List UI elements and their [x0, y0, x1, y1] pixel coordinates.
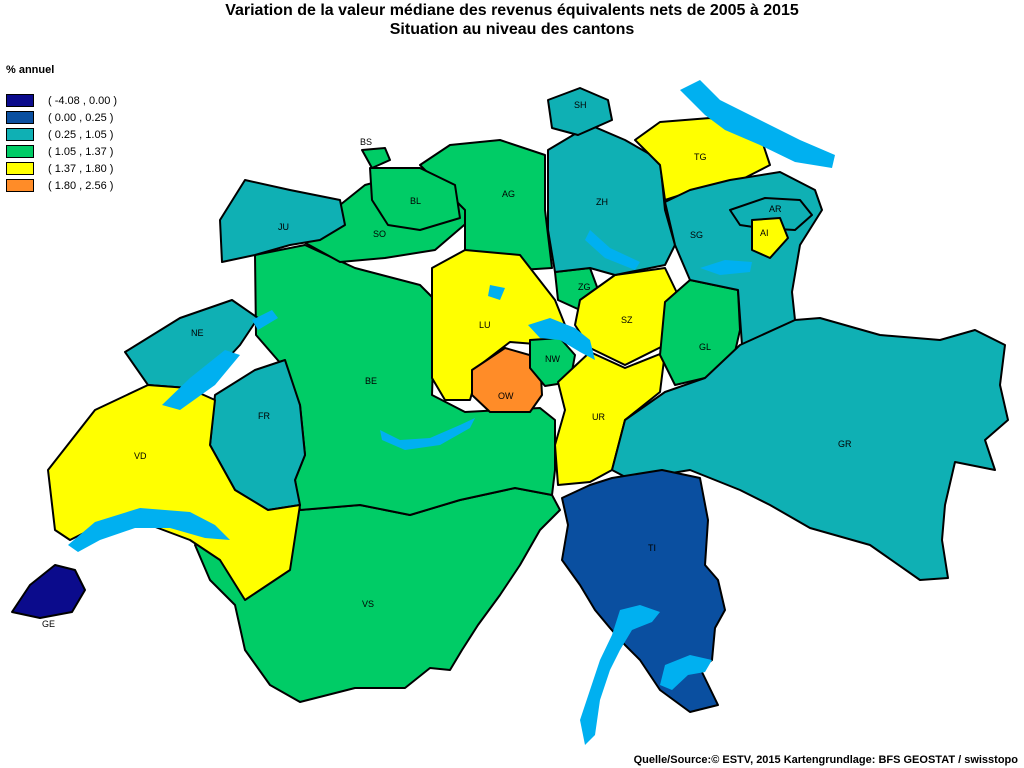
- legend-swatch: [6, 111, 34, 124]
- legend-item: ( 1.80 , 2.56 ): [6, 177, 117, 194]
- lake-maggiore: [580, 605, 660, 745]
- label-VS: VS: [362, 599, 374, 609]
- label-AG: AG: [502, 189, 515, 199]
- legend-label: ( -4.08 , 0.00 ): [48, 94, 118, 107]
- label-SG: SG: [690, 230, 703, 240]
- lake-constance: [680, 80, 835, 168]
- lake-biel: [252, 310, 278, 330]
- canton-JU[interactable]: [219, 179, 346, 263]
- label-BL: BL: [410, 196, 421, 206]
- label-FR: FR: [258, 411, 270, 421]
- label-AI: AI: [760, 228, 769, 238]
- canton-labels: SH BS BL AG ZH TG AR AI SG JU SO NE BE F…: [42, 100, 852, 629]
- legend-label: ( 1.05 , 1.37 ): [48, 145, 114, 158]
- canton-AR[interactable]: [729, 197, 813, 231]
- source-credit: Quelle/Source:© ESTV, 2015 Kartengrundla…: [633, 754, 1018, 766]
- lake-zurich: [585, 230, 640, 270]
- legend-label: ( 1.80 , 2.56 ): [48, 179, 114, 192]
- legend-label: ( 0.25 , 1.05 ): [48, 128, 114, 141]
- canton-ZH[interactable]: [547, 124, 676, 276]
- label-SO: SO: [373, 229, 386, 239]
- label-BS: BS: [360, 137, 372, 147]
- lake-neuchatel: [162, 350, 240, 410]
- label-JU: JU: [278, 222, 289, 232]
- legend-item: ( -4.08 , 0.00 ): [6, 92, 117, 109]
- legend-item: ( 1.05 , 1.37 ): [6, 143, 117, 160]
- lake-leman: [68, 508, 230, 552]
- legend-swatch: [6, 128, 34, 141]
- legend-item: ( 0.00 , 0.25 ): [6, 109, 117, 126]
- label-NE: NE: [191, 328, 204, 338]
- label-AR: AR: [769, 204, 782, 214]
- lake-walensee: [700, 260, 752, 275]
- legend-swatch: [6, 145, 34, 158]
- lake-lugano: [660, 655, 712, 690]
- canton-GR[interactable]: [611, 317, 1009, 581]
- label-GR: GR: [838, 439, 852, 449]
- label-GE: GE: [42, 619, 55, 629]
- label-GL: GL: [699, 342, 711, 352]
- label-SZ: SZ: [621, 315, 633, 325]
- canton-GE[interactable]: [11, 564, 86, 619]
- label-UR: UR: [592, 412, 605, 422]
- legend-label: ( 0.00 , 0.25 ): [48, 111, 114, 124]
- canton-BS[interactable]: [361, 147, 391, 169]
- legend-item: ( 0.25 , 1.05 ): [6, 126, 117, 143]
- lake-thun: [380, 418, 475, 450]
- canton-OW[interactable]: [471, 347, 543, 413]
- legend-swatch: [6, 162, 34, 175]
- lake-sempach: [488, 285, 505, 300]
- map-subtitle: Situation au niveau des cantons: [389, 21, 635, 38]
- canton-SH[interactable]: [547, 87, 613, 136]
- canton-AI[interactable]: [751, 217, 789, 259]
- legend-unit-label: % annuel: [6, 64, 55, 76]
- legend-label: ( 1.37 , 1.80 ): [48, 162, 114, 175]
- legend: ( -4.08 , 0.00 ) ( 0.00 , 0.25 ) ( 0.25 …: [6, 92, 117, 194]
- label-OW: OW: [498, 391, 514, 401]
- legend-swatch: [6, 94, 34, 107]
- canton-TI[interactable]: [561, 469, 726, 713]
- label-BE: BE: [365, 376, 377, 386]
- lake-lucerne: [528, 318, 595, 360]
- map-title: Variation de la valeur médiane des reven…: [225, 2, 799, 19]
- legend-item: ( 1.37 , 1.80 ): [6, 160, 117, 177]
- label-TG: TG: [694, 152, 707, 162]
- legend-swatch: [6, 179, 34, 192]
- label-SH: SH: [574, 100, 587, 110]
- lakes: [68, 80, 835, 745]
- label-LU: LU: [479, 320, 491, 330]
- label-ZH: ZH: [596, 197, 608, 207]
- canton-BL[interactable]: [369, 167, 461, 231]
- label-VD: VD: [134, 451, 147, 461]
- canton-NE[interactable]: [124, 299, 259, 389]
- label-NW: NW: [545, 354, 560, 364]
- label-ZG: ZG: [578, 282, 591, 292]
- label-TI: TI: [648, 543, 656, 553]
